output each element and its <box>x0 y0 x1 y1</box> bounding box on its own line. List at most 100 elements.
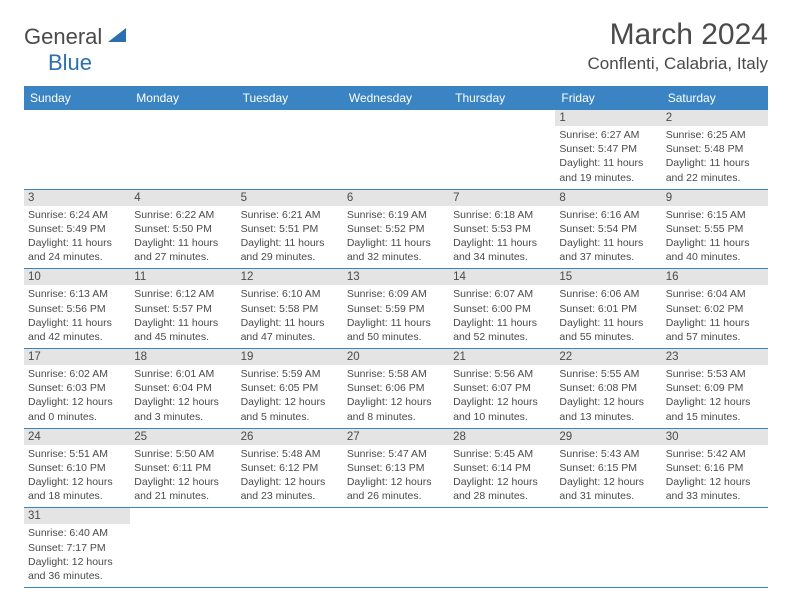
daylight-text: Daylight: 12 hours and 33 minutes. <box>666 475 764 503</box>
day-content: Sunrise: 6:06 AMSunset: 6:01 PMDaylight:… <box>555 285 661 348</box>
daylight-text: Daylight: 12 hours and 3 minutes. <box>134 395 232 423</box>
sunrise-text: Sunrise: 5:58 AM <box>347 367 445 381</box>
daylight-text: Daylight: 11 hours and 22 minutes. <box>666 156 764 184</box>
sunset-text: Sunset: 5:52 PM <box>347 222 445 236</box>
sunrise-text: Sunrise: 6:10 AM <box>241 287 339 301</box>
sunset-text: Sunset: 6:11 PM <box>134 461 232 475</box>
day-number: 23 <box>662 349 768 365</box>
day-number: 22 <box>555 349 661 365</box>
sunset-text: Sunset: 5:50 PM <box>134 222 232 236</box>
calendar-cell: 5Sunrise: 6:21 AMSunset: 5:51 PMDaylight… <box>237 189 343 269</box>
daylight-text: Daylight: 12 hours and 23 minutes. <box>241 475 339 503</box>
logo-text-general: General <box>24 24 102 49</box>
day-number: 20 <box>343 349 449 365</box>
calendar-week-row: 1Sunrise: 6:27 AMSunset: 5:47 PMDaylight… <box>24 110 768 189</box>
day-content: Sunrise: 5:43 AMSunset: 6:15 PMDaylight:… <box>555 445 661 508</box>
day-number: 30 <box>662 429 768 445</box>
sunset-text: Sunset: 5:58 PM <box>241 302 339 316</box>
day-number: 15 <box>555 269 661 285</box>
sunrise-text: Sunrise: 5:50 AM <box>134 447 232 461</box>
calendar-cell: 18Sunrise: 6:01 AMSunset: 6:04 PMDayligh… <box>130 349 236 429</box>
calendar-cell: 20Sunrise: 5:58 AMSunset: 6:06 PMDayligh… <box>343 349 449 429</box>
calendar-cell: 15Sunrise: 6:06 AMSunset: 6:01 PMDayligh… <box>555 269 661 349</box>
day-content: Sunrise: 5:50 AMSunset: 6:11 PMDaylight:… <box>130 445 236 508</box>
calendar-cell: 24Sunrise: 5:51 AMSunset: 6:10 PMDayligh… <box>24 428 130 508</box>
calendar-cell <box>449 508 555 588</box>
sunset-text: Sunset: 5:49 PM <box>28 222 126 236</box>
daylight-text: Daylight: 12 hours and 31 minutes. <box>559 475 657 503</box>
calendar-cell: 16Sunrise: 6:04 AMSunset: 6:02 PMDayligh… <box>662 269 768 349</box>
calendar-cell: 9Sunrise: 6:15 AMSunset: 5:55 PMDaylight… <box>662 189 768 269</box>
calendar-cell: 30Sunrise: 5:42 AMSunset: 6:16 PMDayligh… <box>662 428 768 508</box>
day-content: Sunrise: 5:59 AMSunset: 6:05 PMDaylight:… <box>237 365 343 428</box>
day-number: 11 <box>130 269 236 285</box>
sunset-text: Sunset: 7:17 PM <box>28 541 126 555</box>
day-content: Sunrise: 6:24 AMSunset: 5:49 PMDaylight:… <box>24 206 130 269</box>
day-number: 17 <box>24 349 130 365</box>
sunset-text: Sunset: 5:47 PM <box>559 142 657 156</box>
sunrise-text: Sunrise: 6:27 AM <box>559 128 657 142</box>
day-number <box>24 110 130 126</box>
sunrise-text: Sunrise: 5:55 AM <box>559 367 657 381</box>
day-content: Sunrise: 6:10 AMSunset: 5:58 PMDaylight:… <box>237 285 343 348</box>
sunset-text: Sunset: 6:07 PM <box>453 381 551 395</box>
calendar-cell: 4Sunrise: 6:22 AMSunset: 5:50 PMDaylight… <box>130 189 236 269</box>
day-content: Sunrise: 6:13 AMSunset: 5:56 PMDaylight:… <box>24 285 130 348</box>
day-header: Wednesday <box>343 86 449 110</box>
day-number <box>237 110 343 126</box>
sunrise-text: Sunrise: 6:21 AM <box>241 208 339 222</box>
day-content: Sunrise: 5:45 AMSunset: 6:14 PMDaylight:… <box>449 445 555 508</box>
calendar-week-row: 3Sunrise: 6:24 AMSunset: 5:49 PMDaylight… <box>24 189 768 269</box>
daylight-text: Daylight: 12 hours and 28 minutes. <box>453 475 551 503</box>
day-number: 12 <box>237 269 343 285</box>
calendar-cell: 29Sunrise: 5:43 AMSunset: 6:15 PMDayligh… <box>555 428 661 508</box>
day-header: Friday <box>555 86 661 110</box>
title-block: March 2024 Conflenti, Calabria, Italy <box>588 18 768 74</box>
daylight-text: Daylight: 11 hours and 45 minutes. <box>134 316 232 344</box>
day-content <box>662 524 768 530</box>
calendar-cell: 10Sunrise: 6:13 AMSunset: 5:56 PMDayligh… <box>24 269 130 349</box>
calendar-cell: 12Sunrise: 6:10 AMSunset: 5:58 PMDayligh… <box>237 269 343 349</box>
daylight-text: Daylight: 12 hours and 21 minutes. <box>134 475 232 503</box>
sail-icon <box>106 24 128 50</box>
day-number: 31 <box>24 508 130 524</box>
sunrise-text: Sunrise: 5:45 AM <box>453 447 551 461</box>
daylight-text: Daylight: 12 hours and 0 minutes. <box>28 395 126 423</box>
day-number: 2 <box>662 110 768 126</box>
day-content <box>130 126 236 132</box>
sunrise-text: Sunrise: 6:06 AM <box>559 287 657 301</box>
daylight-text: Daylight: 11 hours and 50 minutes. <box>347 316 445 344</box>
sunrise-text: Sunrise: 6:15 AM <box>666 208 764 222</box>
daylight-text: Daylight: 11 hours and 24 minutes. <box>28 236 126 264</box>
day-content: Sunrise: 6:15 AMSunset: 5:55 PMDaylight:… <box>662 206 768 269</box>
daylight-text: Daylight: 12 hours and 15 minutes. <box>666 395 764 423</box>
sunset-text: Sunset: 6:01 PM <box>559 302 657 316</box>
sunrise-text: Sunrise: 6:01 AM <box>134 367 232 381</box>
daylight-text: Daylight: 12 hours and 8 minutes. <box>347 395 445 423</box>
sunset-text: Sunset: 6:13 PM <box>347 461 445 475</box>
calendar-cell: 21Sunrise: 5:56 AMSunset: 6:07 PMDayligh… <box>449 349 555 429</box>
day-content: Sunrise: 5:48 AMSunset: 6:12 PMDaylight:… <box>237 445 343 508</box>
day-header: Tuesday <box>237 86 343 110</box>
sunrise-text: Sunrise: 6:09 AM <box>347 287 445 301</box>
daylight-text: Daylight: 11 hours and 55 minutes. <box>559 316 657 344</box>
day-content: Sunrise: 6:19 AMSunset: 5:52 PMDaylight:… <box>343 206 449 269</box>
day-number: 28 <box>449 429 555 445</box>
calendar-cell: 14Sunrise: 6:07 AMSunset: 6:00 PMDayligh… <box>449 269 555 349</box>
daylight-text: Daylight: 11 hours and 42 minutes. <box>28 316 126 344</box>
sunrise-text: Sunrise: 5:43 AM <box>559 447 657 461</box>
day-content: Sunrise: 5:51 AMSunset: 6:10 PMDaylight:… <box>24 445 130 508</box>
sunrise-text: Sunrise: 5:47 AM <box>347 447 445 461</box>
calendar-cell: 17Sunrise: 6:02 AMSunset: 6:03 PMDayligh… <box>24 349 130 429</box>
day-number: 27 <box>343 429 449 445</box>
day-content <box>24 126 130 132</box>
day-content: Sunrise: 5:58 AMSunset: 6:06 PMDaylight:… <box>343 365 449 428</box>
sunset-text: Sunset: 5:53 PM <box>453 222 551 236</box>
sunrise-text: Sunrise: 6:02 AM <box>28 367 126 381</box>
day-number: 26 <box>237 429 343 445</box>
sunrise-text: Sunrise: 5:53 AM <box>666 367 764 381</box>
calendar-cell: 13Sunrise: 6:09 AMSunset: 5:59 PMDayligh… <box>343 269 449 349</box>
daylight-text: Daylight: 11 hours and 19 minutes. <box>559 156 657 184</box>
daylight-text: Daylight: 11 hours and 57 minutes. <box>666 316 764 344</box>
calendar-cell: 7Sunrise: 6:18 AMSunset: 5:53 PMDaylight… <box>449 189 555 269</box>
